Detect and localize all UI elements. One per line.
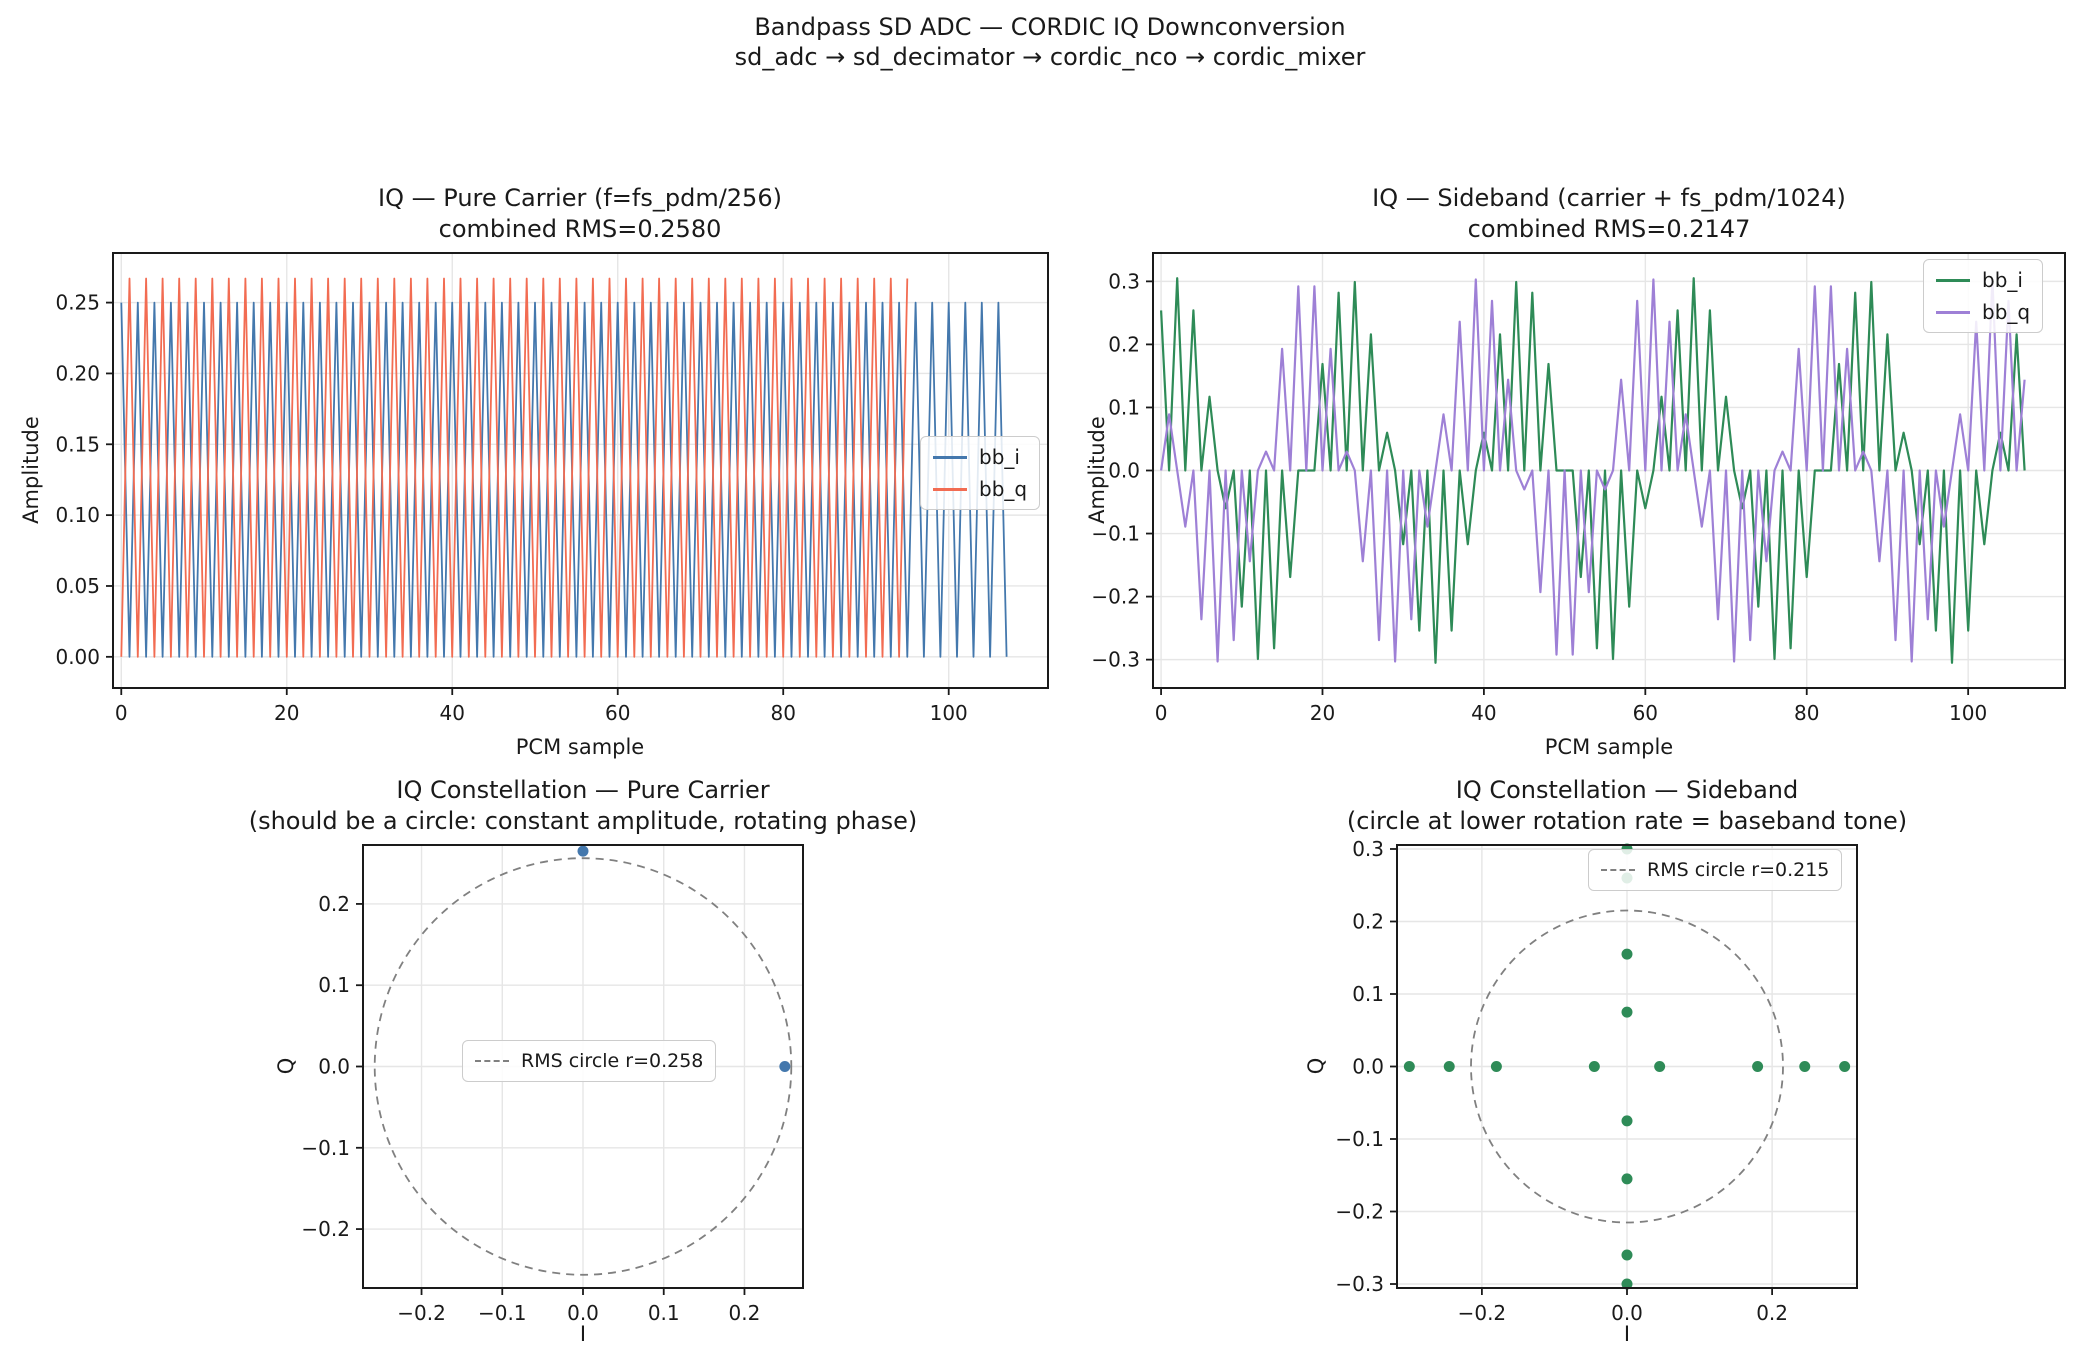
legend-entry-bb-i: bb_i: [1936, 265, 2030, 295]
svg-text:0.1: 0.1: [1108, 395, 1140, 419]
legend-entry-bb-i: bb_i: [933, 442, 1027, 472]
svg-text:100: 100: [930, 701, 968, 725]
svg-text:0.10: 0.10: [55, 503, 100, 527]
y-axis-label-q-bl: Q: [274, 1057, 298, 1075]
legend-sideband: bb_i bb_q: [1923, 259, 2044, 333]
legend-entry-bb-q: bb_q: [1936, 297, 2030, 327]
svg-text:0.15: 0.15: [55, 432, 100, 456]
legend-label: bb_q: [979, 477, 1028, 501]
svg-text:−0.1: −0.1: [301, 1136, 350, 1160]
panel-title-line2: combined RMS=0.2147: [1467, 215, 1751, 243]
x-axis-label-i-br: I: [1623, 1322, 1631, 1346]
legend-entry-bb-q: bb_q: [933, 474, 1027, 504]
panel-title-constellation-carrier: IQ Constellation — Pure Carrier (should …: [249, 775, 918, 837]
legend-pure-carrier: bb_i bb_q: [920, 436, 1041, 510]
svg-text:0.0: 0.0: [1352, 1055, 1384, 1079]
svg-text:100: 100: [1949, 701, 1987, 725]
svg-text:−0.2: −0.2: [397, 1301, 446, 1325]
svg-text:0.00: 0.00: [55, 645, 100, 669]
legend-label: RMS circle r=0.258: [521, 1050, 704, 1072]
panel-bl: −0.2 −0.1 0.0 0.1 0.2 −0.2 −0.1 0.0 0.1 0.2: [301, 844, 804, 1325]
svg-text:80: 80: [770, 701, 795, 725]
svg-text:−0.1: −0.1: [1335, 1127, 1384, 1151]
svg-text:0.0: 0.0: [567, 1301, 599, 1325]
svg-text:40: 40: [440, 701, 465, 725]
svg-text:0.05: 0.05: [55, 574, 100, 598]
svg-text:−0.1: −0.1: [478, 1301, 527, 1325]
svg-text:0.0: 0.0: [1611, 1301, 1643, 1325]
y-axis-label-amplitude-tl: Amplitude: [19, 416, 43, 524]
svg-text:−0.3: −0.3: [1091, 648, 1140, 672]
svg-text:40: 40: [1471, 701, 1496, 725]
legend-line-sample: [1936, 310, 1970, 314]
svg-text:0.2: 0.2: [318, 892, 350, 916]
svg-text:0.1: 0.1: [318, 973, 350, 997]
legend-line-sample: [1936, 278, 1970, 282]
panel-br: −0.2 0.0 0.2 −0.3 −0.2 −0.1 0.0 0.1 0.2 0.3: [1335, 837, 1858, 1325]
figure-title: Bandpass SD ADC — CORDIC IQ Downconversi…: [754, 13, 1346, 41]
y-axis-label-amplitude-tr: Amplitude: [1085, 416, 1109, 524]
svg-text:−0.2: −0.2: [301, 1217, 350, 1241]
legend-label: bb_i: [1982, 268, 2023, 292]
legend-label: RMS circle r=0.215: [1647, 859, 1830, 881]
svg-text:−0.2: −0.2: [1335, 1200, 1384, 1224]
panel-title-line2: (should be a circle: constant amplitude,…: [248, 807, 918, 835]
svg-text:0.20: 0.20: [55, 361, 100, 385]
y-axis-label-q-br: Q: [1304, 1057, 1328, 1075]
svg-text:20: 20: [274, 701, 299, 725]
legend-dashed-line-sample: [1601, 869, 1635, 871]
svg-text:0: 0: [1155, 701, 1168, 725]
legend-rms-circle-carrier: RMS circle r=0.258: [462, 1040, 717, 1082]
legend-entry-rms-circle: RMS circle r=0.215: [1601, 855, 1829, 885]
panel-tl: 0 20 40 60 80 100 0.00 0.05 0.10 0.15 0.20 0.25: [55, 252, 1049, 725]
legend-line-sample: [933, 487, 967, 491]
svg-text:0.0: 0.0: [318, 1055, 350, 1079]
panel-title-pure-carrier: IQ — Pure Carrier (f=fs_pdm/256) combine…: [378, 183, 782, 245]
svg-text:−0.2: −0.2: [1458, 1301, 1507, 1325]
panel-title-sideband: IQ — Sideband (carrier + fs_pdm/1024) co…: [1372, 183, 1846, 245]
svg-text:0.25: 0.25: [55, 291, 100, 315]
legend-line-sample: [933, 455, 967, 459]
panel-title-constellation-sideband: IQ Constellation — Sideband (circle at l…: [1347, 775, 1907, 837]
svg-text:−0.2: −0.2: [1091, 585, 1140, 609]
panel-title-line2: combined RMS=0.2580: [438, 215, 722, 243]
svg-text:0.2: 0.2: [1108, 332, 1140, 356]
x-axis-label-pcm-tl: PCM sample: [515, 735, 645, 759]
svg-text:0.3: 0.3: [1108, 269, 1140, 293]
x-axis-label-i-bl: I: [579, 1322, 587, 1346]
svg-text:20: 20: [1310, 701, 1335, 725]
legend-entry-rms-circle: RMS circle r=0.258: [475, 1046, 703, 1076]
legend-dashed-line-sample: [475, 1060, 509, 1062]
svg-text:0: 0: [115, 701, 128, 725]
svg-text:−0.1: −0.1: [1091, 522, 1140, 546]
svg-text:80: 80: [1794, 701, 1819, 725]
svg-text:0.2: 0.2: [1756, 1301, 1788, 1325]
panel-title-line2: (circle at lower rotation rate = baseban…: [1346, 807, 1908, 835]
svg-text:60: 60: [1633, 701, 1658, 725]
panel-title-line1: IQ Constellation — Pure Carrier: [396, 776, 770, 804]
svg-text:0.2: 0.2: [1352, 909, 1384, 933]
svg-text:0.3: 0.3: [1352, 837, 1384, 861]
svg-text:0.1: 0.1: [1352, 982, 1384, 1006]
panel-title-line1: IQ Constellation — Sideband: [1455, 776, 1799, 804]
x-axis-label-pcm-tr: PCM sample: [1544, 735, 1674, 759]
legend-label: bb_i: [979, 445, 1020, 469]
svg-text:−0.3: −0.3: [1335, 1272, 1384, 1296]
svg-text:0.2: 0.2: [729, 1301, 761, 1325]
svg-text:0.1: 0.1: [648, 1301, 680, 1325]
svg-text:0.0: 0.0: [1108, 459, 1140, 483]
figure-subtitle: sd_adc → sd_decimator → cordic_nco → cor…: [734, 43, 1366, 71]
panel-title-line1: IQ — Sideband (carrier + fs_pdm/1024): [1372, 184, 1846, 212]
panel-title-line1: IQ — Pure Carrier (f=fs_pdm/256): [378, 184, 782, 212]
legend-rms-circle-sideband: RMS circle r=0.215: [1588, 849, 1843, 891]
panel-tr: 0 20 40 60 80 100 −0.3 −0.2 −0.1 0.0 0.1 0.2 0.3: [1091, 252, 2066, 725]
svg-text:60: 60: [605, 701, 630, 725]
legend-label: bb_q: [1982, 300, 2031, 324]
